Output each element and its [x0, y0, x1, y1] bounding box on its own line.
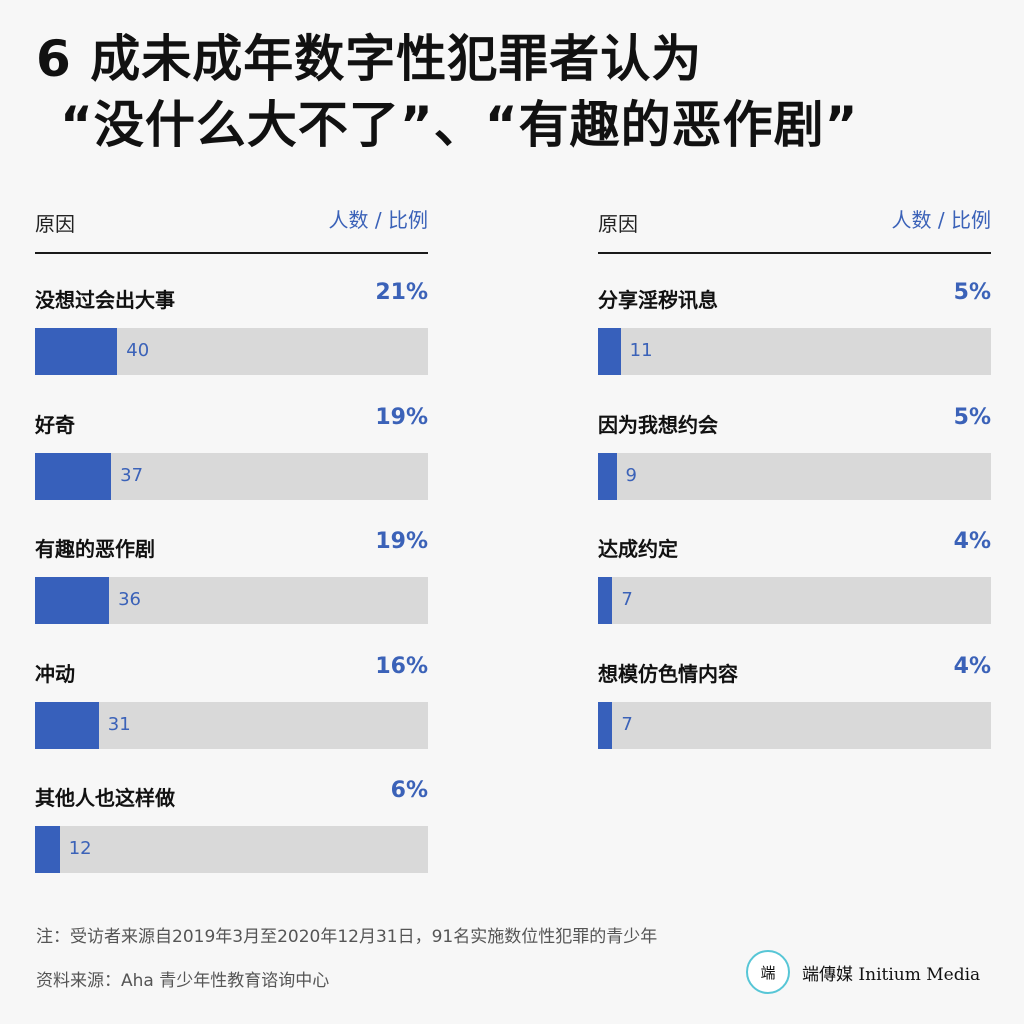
bar-category-label: 没想过会出大事 [35, 288, 175, 312]
bar-percent-label: 19% [375, 404, 428, 430]
bar-row: 想模仿色情内容 4% 7 [598, 650, 991, 775]
bar [35, 826, 60, 873]
bar-category-label: 达成约定 [598, 537, 678, 561]
bar-category-label: 其他人也这样做 [35, 786, 175, 810]
source-note: 资料来源：Aha 青少年性教育谘询中心 [36, 971, 330, 991]
bar-value-label: 37 [120, 464, 144, 486]
title-line-2: “没什么大不了”、“有趣的恶作剧” [60, 96, 859, 154]
bar [598, 328, 621, 375]
bar-category-label: 好奇 [35, 412, 75, 437]
bar-category-label: 有趣的恶作剧 [35, 537, 155, 561]
bar-row: 有趣的恶作剧 19% 36 [35, 525, 428, 650]
initium-logo-icon: 端 [746, 950, 790, 994]
bar-percent-label: 19% [375, 529, 428, 554]
bar-row: 其他人也这样做 6% 12 [35, 774, 428, 899]
bar-value-label: 40 [126, 340, 150, 361]
bar-rows: 分享淫秽讯息 5% 11 因为我想约会 5% 9 达成约定 4% 7 想模仿色情内容 4% 7 [598, 276, 991, 774]
bar-value-label: 31 [107, 713, 131, 735]
reason-header: 原因 [598, 212, 638, 236]
column-header: 原因 人数 / 比例 [598, 200, 991, 254]
bar-percent-label: 6% [390, 778, 428, 803]
bar-value-label: 9 [625, 464, 637, 486]
bar-track: 37 [35, 452, 428, 500]
bar-row: 分享淫秽讯息 5% 11 [598, 276, 991, 401]
bar-track: 7 [598, 577, 991, 624]
count-header: 人数 / 比例 [328, 208, 428, 232]
bar-rows: 没想过会出大事 21% 40 好奇 19% 37 有趣的恶作剧 19% 36 冲动 16% 31 其他人… [35, 276, 428, 899]
bar [598, 452, 617, 500]
bar-value-label: 7 [621, 713, 633, 735]
bar-percent-label: 5% [953, 280, 991, 305]
bar-row: 因为我想约会 5% 9 [598, 401, 991, 526]
bar-row: 达成约定 4% 7 [598, 525, 991, 650]
bar [35, 328, 118, 375]
bar [598, 577, 613, 624]
left-column: 原因 人数 / 比例 没想过会出大事 21% 40 好奇 19% 37 有趣的恶作剧 19% 3… [35, 200, 428, 899]
bar-track: 7 [598, 701, 991, 749]
bar-track: 31 [35, 701, 428, 749]
bar-percent-label: 21% [375, 280, 428, 305]
bar [598, 701, 613, 749]
title-line-1: 6 成未成年数字性犯罪者认为 [36, 30, 703, 88]
column-header: 原因 人数 / 比例 [35, 200, 428, 254]
reason-header: 原因 [35, 212, 75, 236]
bar-category-label: 因为我想约会 [598, 412, 718, 437]
bar-track: 9 [598, 452, 991, 500]
bar-value-label: 36 [118, 589, 141, 610]
bar-value-label: 11 [629, 340, 653, 361]
footnote: 注：受访者来源自2019年3月至2020年12月31日，91名实施数位性犯罪的青… [36, 927, 658, 947]
bar-category-label: 冲动 [35, 661, 75, 686]
bar-row: 没想过会出大事 21% 40 [35, 276, 428, 401]
publisher-logo: 端 端傳媒 Initium Media [746, 948, 980, 996]
bar-percent-label: 4% [953, 529, 991, 554]
bar [35, 701, 99, 749]
bar-track: 11 [598, 328, 991, 375]
bar [35, 452, 112, 500]
bar-value-label: 12 [68, 838, 92, 859]
bar-row: 冲动 16% 31 [35, 650, 428, 775]
bar [35, 577, 110, 624]
count-header: 人数 / 比例 [891, 208, 991, 232]
bar-percent-label: 16% [375, 653, 428, 679]
bar-category-label: 想模仿色情内容 [598, 661, 738, 686]
bar-percent-label: 4% [953, 653, 991, 679]
bar-row: 好奇 19% 37 [35, 401, 428, 526]
chart-title: 6 成未成年数字性犯罪者认为 “没什么大不了”、“有趣的恶作剧” [36, 26, 996, 158]
bar-percent-label: 5% [953, 404, 991, 430]
logo-text: 端傳媒 Initium Media [802, 964, 981, 985]
bar-track: 40 [35, 328, 428, 375]
bar-track: 36 [35, 577, 428, 624]
bar-value-label: 7 [621, 589, 633, 610]
bar-track: 12 [35, 826, 428, 873]
bar-category-label: 分享淫秽讯息 [598, 288, 718, 312]
right-column: 原因 人数 / 比例 分享淫秽讯息 5% 11 因为我想约会 5% 9 达成约定 4% 7 想模仿… [598, 200, 991, 774]
